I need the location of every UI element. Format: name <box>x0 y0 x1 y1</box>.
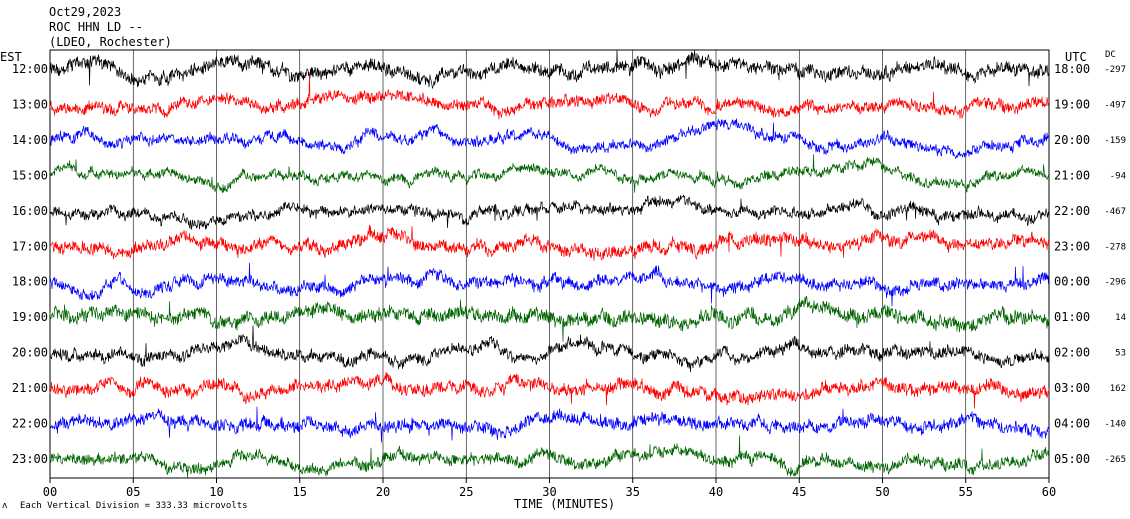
utc-hour-label: 03:00 <box>1054 381 1090 395</box>
trace-line <box>49 406 1050 443</box>
est-hour-label: 18:00 <box>12 275 48 289</box>
vertical-division-note: Each Vertical Division = 333.33 microvol… <box>20 501 248 511</box>
est-hour-label: 17:00 <box>12 239 48 253</box>
trace-line <box>50 118 1050 160</box>
dc-offset-value: -296 <box>1104 278 1126 288</box>
x-tick-label: 45 <box>792 485 806 499</box>
utc-hour-label: 19:00 <box>1054 97 1090 111</box>
est-hour-label: 13:00 <box>12 97 48 111</box>
trace-line <box>49 262 1050 307</box>
x-tick-label: 25 <box>459 485 473 499</box>
trace-line <box>49 435 1050 479</box>
est-hour-label: 20:00 <box>12 346 48 360</box>
utc-hour-label: 04:00 <box>1054 417 1090 431</box>
est-hour-label: 19:00 <box>12 310 48 324</box>
trace-line <box>49 49 1050 89</box>
dc-offset-value: -140 <box>1104 420 1126 430</box>
trace-line <box>49 325 1050 373</box>
trace-line <box>49 295 1050 342</box>
trace-line <box>49 194 1050 230</box>
utc-hour-label: 18:00 <box>1054 62 1090 76</box>
trace-line <box>49 372 1050 409</box>
axis-labels: 00 05 10 15 20 25 30 35 40 45 50 55 60 12:00 18:00 -297… <box>12 62 1126 499</box>
dc-offset-value: -297 <box>1104 65 1126 75</box>
x-tick-label: 35 <box>626 485 640 499</box>
est-hour-label: 21:00 <box>12 381 48 395</box>
header-network: (LDEO, Rochester) <box>49 35 172 49</box>
x-tick-label: 40 <box>709 485 723 499</box>
dc-offset-value: -159 <box>1104 136 1126 146</box>
x-tick-label: 10 <box>209 485 223 499</box>
trace-line <box>49 224 1050 261</box>
x-tick-label: 30 <box>542 485 556 499</box>
est-hour-label: 22:00 <box>12 417 48 431</box>
header-date: Oct29,2023 <box>49 5 121 19</box>
trace-layer <box>49 49 1050 479</box>
dc-offset-value: -94 <box>1110 171 1126 181</box>
est-hour-label: 23:00 <box>12 452 48 466</box>
trace-line <box>49 74 1050 120</box>
dc-offset-value: -467 <box>1104 207 1126 217</box>
est-hour-label: 14:00 <box>12 133 48 147</box>
utc-hour-label: 21:00 <box>1054 168 1090 182</box>
est-hour-label: 15:00 <box>12 168 48 182</box>
est-hour-label: 16:00 <box>12 204 48 218</box>
dc-offset-value: -497 <box>1104 100 1126 110</box>
dc-column-label: DC <box>1105 50 1116 60</box>
x-tick-label: 15 <box>293 485 307 499</box>
utc-hour-label: 02:00 <box>1054 346 1090 360</box>
x-tick-label: 60 <box>1042 485 1056 499</box>
utc-hour-label: 05:00 <box>1054 452 1090 466</box>
dc-offset-value: -278 <box>1104 242 1126 252</box>
trace-line <box>49 154 1050 194</box>
utc-hour-label: 20:00 <box>1054 133 1090 147</box>
header-station: ROC HHN LD -- <box>49 20 143 34</box>
dc-offset-value: 14 <box>1115 313 1126 323</box>
utc-axis-label: UTC <box>1065 50 1087 64</box>
est-hour-label: 12:00 <box>12 62 48 76</box>
utc-hour-label: 22:00 <box>1054 204 1090 218</box>
x-tick-label: 05 <box>126 485 140 499</box>
x-tick-label: 20 <box>376 485 390 499</box>
scale-mark-icon: ʌ <box>2 501 8 511</box>
utc-hour-label: 01:00 <box>1054 310 1090 324</box>
dc-offset-value: -265 <box>1104 455 1126 465</box>
dc-offset-value: 162 <box>1110 384 1126 394</box>
dc-offset-value: 53 <box>1115 349 1126 359</box>
x-tick-label: 50 <box>875 485 889 499</box>
est-axis-label: EST <box>0 50 22 64</box>
utc-hour-label: 00:00 <box>1054 275 1090 289</box>
grid-lines <box>49 50 1050 483</box>
x-tick-label: 00 <box>43 485 57 499</box>
x-axis-title: TIME (MINUTES) <box>514 497 615 511</box>
utc-hour-label: 23:00 <box>1054 239 1090 253</box>
x-tick-label: 55 <box>959 485 973 499</box>
